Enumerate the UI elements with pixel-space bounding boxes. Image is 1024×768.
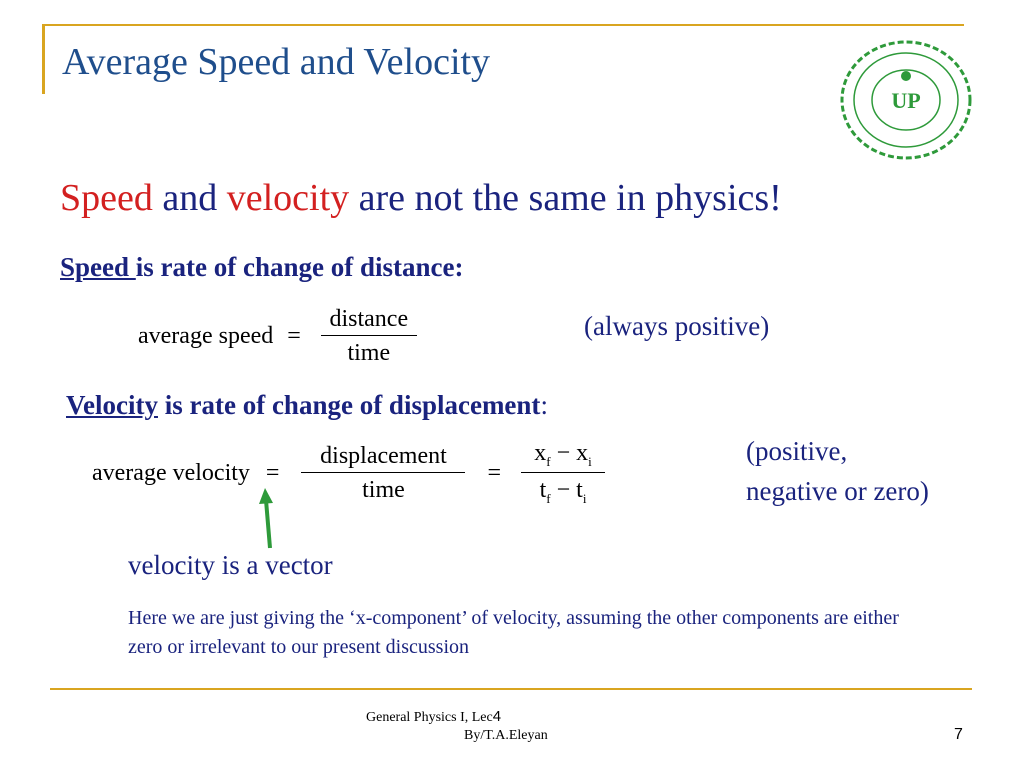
sub-f-t: f [546, 490, 551, 506]
velocity-definition-text: is rate of change of displacement [157, 390, 541, 420]
t-final: t [539, 476, 547, 503]
speed-definition-text: is rate of change of distance: [135, 252, 464, 282]
velocity-definition-colon: : [540, 390, 548, 420]
footer-rule [50, 688, 972, 690]
footer-course-text: General Physics I, Lec [366, 710, 493, 725]
speed-numerator: distance [320, 306, 417, 336]
logo-text: UP [891, 88, 920, 113]
velocity-definition: Velocity is rate of change of displaceme… [66, 390, 548, 421]
t-initial: t [576, 476, 583, 503]
velocity-note-line1: (positive, [746, 436, 848, 466]
minus-sign: − [550, 440, 577, 466]
page-number: 7 [954, 726, 963, 743]
speed-denominator: time [347, 340, 391, 366]
footer-lecture-number: 4 [492, 708, 502, 725]
slide-title: Average Speed and Velocity [62, 41, 491, 83]
headline-velocity: velocity [226, 177, 350, 219]
velocity-equation: average velocity = displacement time = x… [92, 440, 606, 507]
velocity-eq-equals-2: = [487, 459, 502, 486]
speed-term: Speed [60, 252, 136, 282]
velocity-numerator: displacement [301, 443, 466, 473]
sub-f: f [546, 453, 551, 469]
speed-equation: average speed = distance time [138, 306, 417, 367]
component-numerator: xf − xi [521, 440, 606, 473]
title-top-rule [42, 24, 964, 26]
university-logo: UP [840, 40, 972, 160]
component-note: Here we are just giving the ‘x-component… [128, 607, 899, 658]
speed-eq-lhs: average speed [138, 323, 274, 349]
velocity-fraction: displacement time [301, 443, 466, 504]
speed-definition: Speed is rate of change of distance: [60, 252, 463, 283]
component-fraction: xf − xi tf − ti [521, 440, 606, 507]
headline: Speed and velocity are not the same in p… [60, 176, 782, 220]
x-initial: x [576, 440, 589, 466]
velocity-denominator: time [362, 476, 405, 503]
speed-note: (always positive) [584, 311, 770, 341]
minus-sign-t: − [550, 476, 577, 503]
headline-speed: Speed [60, 177, 153, 219]
footer-course: General Physics I, Lec4 [366, 708, 501, 726]
title-side-rule [42, 24, 45, 94]
velocity-note-line2: negative or zero) [746, 476, 929, 506]
velocity-term: Velocity [66, 390, 158, 420]
speed-eq-equals: = [287, 323, 301, 349]
x-final: x [534, 440, 547, 466]
sub-i-t: i [582, 490, 587, 506]
speed-fraction: distance time [320, 306, 417, 367]
pointer-arrow [259, 488, 273, 549]
component-denominator: tf − ti [521, 473, 605, 507]
sub-i: i [588, 453, 592, 469]
footer-author: By/T.A.Eleyan [464, 728, 548, 743]
headline-and: and [152, 177, 227, 219]
velocity-eq-lhs: average velocity [92, 459, 250, 486]
vector-note: velocity is a vector [128, 550, 333, 580]
velocity-eq-equals: = [265, 459, 280, 486]
dome-icon [901, 71, 911, 81]
headline-rest: are not the same in physics! [349, 177, 782, 219]
